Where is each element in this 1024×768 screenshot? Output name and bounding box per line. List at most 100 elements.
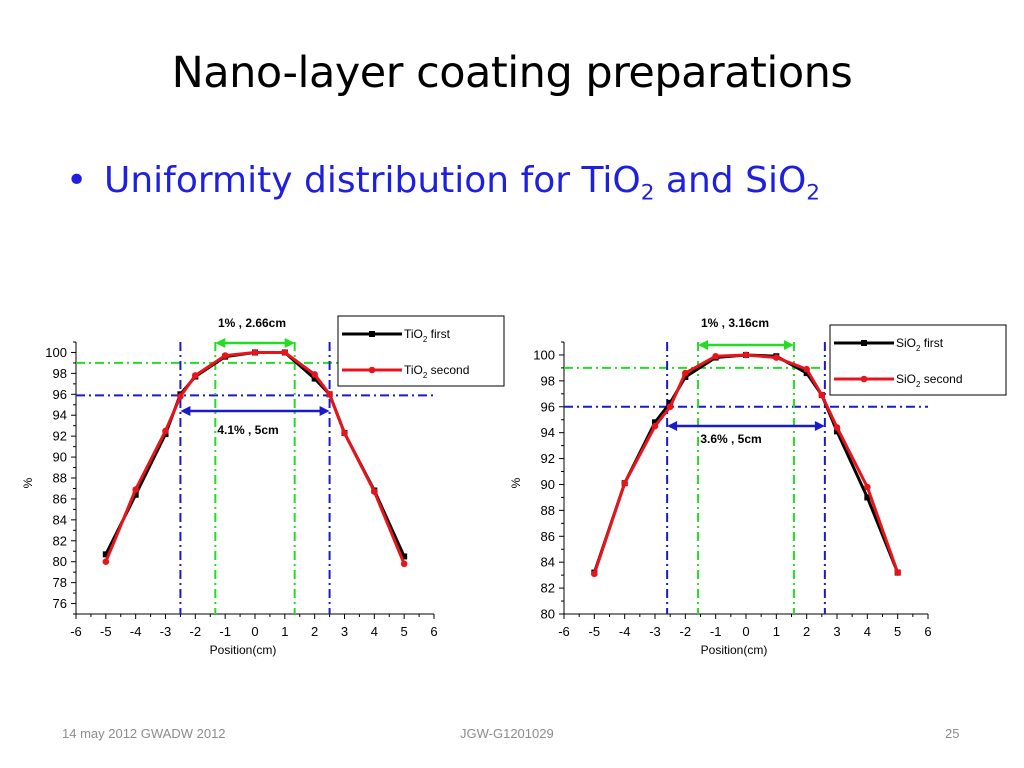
series-2-point (251, 349, 259, 356)
series-2-point (192, 372, 199, 379)
y-tick-label: 94 (53, 408, 67, 423)
series-1-point (667, 399, 674, 406)
blue-annotation: 3.6% , 5cm (700, 432, 761, 446)
green-arrow-head-left (698, 340, 709, 350)
y-tick-label: 98 (53, 366, 67, 381)
legend-label-rest: first (920, 336, 943, 350)
series-2-point (651, 422, 659, 430)
x-tick-label: 6 (430, 624, 437, 639)
blue-arrow-head-left (180, 406, 191, 416)
legend-marker (860, 375, 868, 383)
legend-marker (861, 340, 867, 346)
y-tick-label: 98 (541, 373, 555, 388)
series-2-point (162, 427, 169, 435)
chart-2: -6 -5 -4 -3 -2 -1 0 1 2 3 4 5 6 80 82 84 86 88 90 92 94 96 98 1… (509, 316, 1007, 657)
y-tick-label: 84 (541, 555, 555, 570)
y-tick-label: 88 (541, 503, 555, 518)
y-tick-label: 90 (53, 450, 67, 465)
x-tick-label: -5 (589, 624, 601, 639)
series-1-point (132, 491, 139, 498)
legend-label-rest: second (920, 372, 962, 386)
y-tick-label: 82 (541, 581, 555, 596)
y-tick-label: 82 (53, 533, 67, 548)
series-2-point (712, 352, 719, 360)
x-tick-label: -2 (680, 624, 692, 639)
blue-annotation: 4.1% , 5cm (217, 423, 278, 437)
x-axis-label: Position(cm) (701, 643, 768, 657)
series-2-point (894, 569, 901, 576)
x-tick-label: 2 (311, 624, 318, 639)
bullet-dot-icon: • (66, 160, 88, 201)
legend-marker (369, 331, 375, 337)
series-1-point (401, 553, 408, 560)
series-2-point (102, 558, 110, 565)
blue-arrow-head-right (319, 406, 330, 416)
x-tick-label: 5 (401, 624, 408, 639)
x-tick-label: -4 (619, 624, 631, 639)
series-2-point (833, 424, 841, 431)
legend-label-base: SiO (896, 372, 916, 386)
x-tick-label: -6 (70, 624, 82, 639)
green-annotation: 1% , 2.66cm (218, 316, 286, 330)
legend-label-sub: 2 (423, 371, 428, 380)
footer-doc-id: JGW-G1201029 (460, 726, 554, 741)
series-2-point (177, 393, 184, 400)
series-1-point (803, 370, 810, 377)
y-tick-label: 94 (541, 425, 555, 440)
x-tick-label: 1 (773, 624, 780, 639)
series-1-point (682, 373, 689, 380)
x-tick-label: 1 (281, 624, 288, 639)
x-tick-label: -4 (130, 624, 142, 639)
x-tick-label: -3 (649, 624, 661, 639)
y-tick-label: 80 (53, 554, 67, 569)
bullet-text-part2: and SiO (654, 160, 807, 201)
legend-label: SiO2 second (896, 372, 963, 389)
y-axis-label: % (509, 477, 523, 488)
legend-label-rest: first (427, 327, 450, 341)
bullet-point: • Uniformity distribution for TiO2 and Si… (66, 160, 820, 206)
bullet-text-part1: Uniformity distribution for TiO (104, 160, 641, 201)
legend-label-sub: 2 (916, 380, 921, 389)
series-2-point (818, 391, 826, 399)
x-tick-label: -3 (160, 624, 172, 639)
series-1-point (834, 428, 840, 435)
x-tick-label: 4 (371, 624, 378, 639)
series-2-point (341, 429, 348, 437)
legend-label-base: TiO (404, 363, 423, 377)
x-tick-label: 6 (924, 624, 931, 639)
series-1-point (864, 494, 871, 501)
legend-label: SiO2 first (896, 336, 944, 353)
footer-date: 14 may 2012 GWADW 2012 (62, 726, 226, 741)
legend-marker (368, 366, 376, 374)
series-2-point (682, 369, 689, 377)
green-arrow-head-right (284, 338, 295, 348)
series-2-point (311, 371, 318, 378)
series-2-point (400, 560, 408, 568)
blue-arrow-head-right (814, 421, 825, 431)
series-2-point (666, 403, 674, 411)
x-tick-label: -5 (100, 624, 112, 639)
series-2-point (326, 391, 333, 398)
y-tick-label: 84 (53, 512, 67, 527)
y-tick-label: 96 (541, 399, 555, 414)
chart-1: -6 -5 -4 -3 -2 -1 0 1 2 3 4 5 6 76 78 80 82 84 86 88 90 92 94 9… (21, 315, 505, 657)
series-2-point (773, 354, 780, 361)
y-axis-label: % (21, 477, 35, 488)
x-tick-label: 3 (833, 624, 840, 639)
legend-label-rest: second (427, 363, 469, 377)
series-1-point (311, 375, 318, 382)
legend-label-sub: 2 (916, 344, 921, 353)
bullet-subscript-1: 2 (640, 180, 655, 206)
series-2-point (621, 479, 628, 487)
bullet-subscript-2: 2 (806, 180, 821, 206)
y-tick-label: 92 (53, 429, 67, 444)
y-tick-label: 100 (45, 345, 67, 360)
blue-arrow-head-left (667, 421, 678, 431)
legend-label: TiO2 first (404, 327, 451, 344)
x-tick-label: 4 (864, 624, 871, 639)
slide-title: Nano-layer coating preparations (171, 48, 853, 98)
x-tick-label: 3 (341, 624, 348, 639)
series-2-point (221, 352, 229, 359)
y-tick-label: 92 (541, 451, 555, 466)
